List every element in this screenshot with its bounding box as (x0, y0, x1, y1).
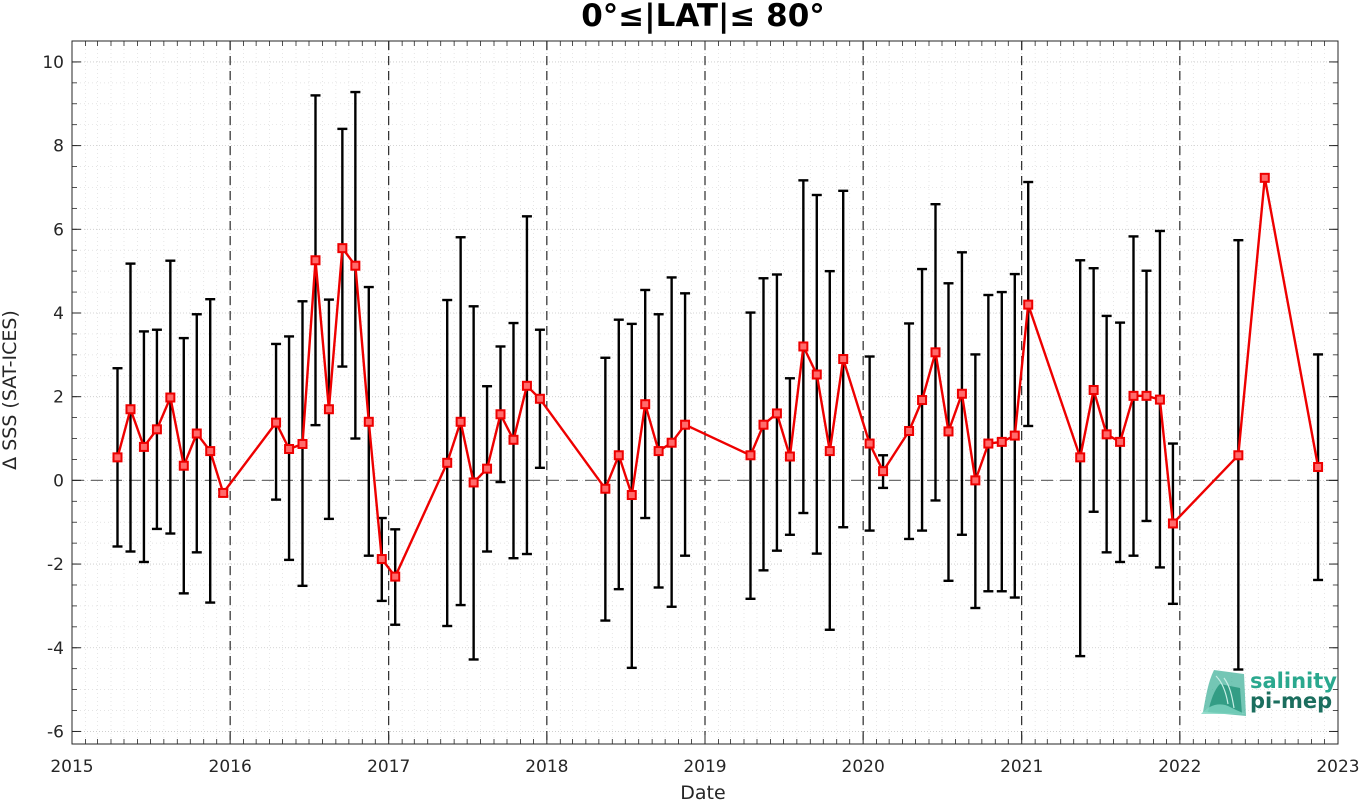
x-tick-label: 2023 (1316, 757, 1359, 777)
data-point-marker (468, 477, 479, 488)
data-point-marker (218, 487, 229, 498)
data-point-marker (798, 341, 809, 352)
y-tick-label: 4 (53, 304, 64, 324)
data-point-marker (983, 438, 994, 449)
data-point-marker (297, 438, 308, 449)
data-point-marker (956, 388, 967, 399)
data-point-marker (771, 408, 782, 419)
data-point-marker (138, 441, 149, 452)
year-boundary-lines (229, 41, 1181, 744)
y-tick-label: 10 (42, 53, 64, 73)
data-point-marker (191, 428, 202, 439)
data-point-marker (666, 437, 677, 448)
x-tick-labels: 2015 2016 2017 2018 2019 2020 2021 2022 2023 (50, 757, 1359, 777)
y-tick-label: 8 (53, 137, 64, 157)
data-point-marker (917, 395, 928, 406)
data-point-marker (1009, 430, 1020, 441)
data-point-marker (125, 404, 136, 415)
y-tick-label: -6 (47, 722, 64, 742)
data-point-marker (455, 416, 466, 427)
data-point-marker (323, 404, 334, 415)
data-point-marker (376, 554, 387, 565)
data-point-marker (390, 571, 401, 582)
data-point-marker (1233, 450, 1244, 461)
data-point-marker (600, 483, 611, 494)
data-point-marker (521, 380, 532, 391)
data-point-marker (112, 452, 123, 463)
data-point-marker (613, 450, 624, 461)
data-point-marker (205, 446, 216, 457)
data-point-marker (350, 260, 361, 271)
data-point-marker (1154, 394, 1165, 405)
data-point-marker (1313, 461, 1324, 472)
data-point-marker (864, 438, 875, 449)
logo-line-1: salinity (1250, 669, 1337, 693)
x-tick-label: 2021 (1000, 757, 1043, 777)
y-tick-label: -2 (47, 555, 64, 575)
error-bars (112, 90, 1324, 671)
data-point-marker (1115, 436, 1126, 447)
y-tick-label: 0 (53, 471, 64, 491)
data-point-marker (784, 451, 795, 462)
data-point-marker (482, 463, 493, 474)
wave-logo-icon (1201, 670, 1246, 716)
data-point-marker (178, 460, 189, 471)
data-point-marker (363, 416, 374, 427)
data-point-marker (442, 457, 453, 468)
data-point-marker (1088, 384, 1099, 395)
data-point-marker (310, 255, 321, 266)
data-point-marker (1141, 390, 1152, 401)
data-point-marker (1128, 390, 1139, 401)
x-tick-label: 2018 (525, 757, 568, 777)
data-point-marker (1023, 299, 1034, 310)
salinity-pi-mep-logo: salinity pi-mep (1201, 669, 1337, 716)
data-point-marker (271, 417, 282, 428)
data-point-marker (930, 347, 941, 358)
series-line (116, 176, 1320, 578)
y-tick-labels: -6 -4 -2 0 2 4 6 8 10 (42, 53, 64, 743)
y-tick-label: 6 (53, 220, 64, 240)
chart-title: 0°≤|LAT|≤ 80° (581, 0, 825, 34)
data-point-marker (653, 446, 664, 457)
y-tick-label: 2 (53, 388, 64, 408)
data-point-marker (824, 446, 835, 457)
data-point-marker (640, 399, 651, 410)
logo-line-2: pi-mep (1250, 689, 1332, 713)
data-point-marker (943, 426, 954, 437)
data-point-marker (151, 424, 162, 435)
data-point-marker (534, 393, 545, 404)
y-axis-label: Δ SSS (SAT-ICES) (0, 310, 21, 470)
data-point-marker (508, 434, 519, 445)
x-tick-label: 2019 (683, 757, 726, 777)
x-axis-label: Date (680, 782, 725, 801)
x-tick-label: 2022 (1158, 757, 1201, 777)
data-point-marker (680, 419, 691, 430)
data-markers (112, 172, 1324, 582)
data-point-marker (811, 369, 822, 380)
data-point-marker (165, 392, 176, 403)
data-point-marker (758, 419, 769, 430)
data-point-marker (838, 354, 849, 365)
data-point-marker (1259, 172, 1270, 183)
axis-ticks (71, 40, 1339, 744)
data-point-marker (1075, 452, 1086, 463)
y-tick-label: -4 (47, 639, 64, 659)
data-point-marker (904, 425, 915, 436)
x-tick-label: 2020 (842, 757, 885, 777)
x-tick-label: 2017 (367, 757, 410, 777)
x-tick-label: 2016 (209, 757, 252, 777)
data-point-marker (970, 475, 981, 486)
data-point-marker (996, 436, 1007, 447)
x-tick-label: 2015 (50, 757, 93, 777)
data-point-marker (878, 466, 889, 477)
data-point-marker (337, 243, 348, 254)
data-point-marker (626, 490, 637, 501)
data-point-marker (284, 443, 295, 454)
data-point-marker (1167, 518, 1178, 529)
data-point-marker (495, 409, 506, 420)
data-point-marker (1101, 429, 1112, 440)
data-point-marker (745, 450, 756, 461)
